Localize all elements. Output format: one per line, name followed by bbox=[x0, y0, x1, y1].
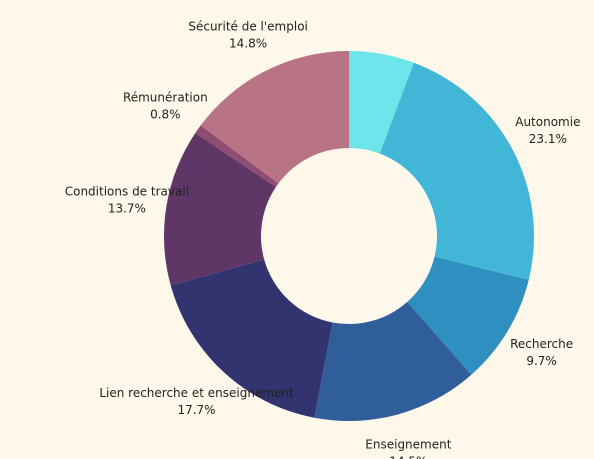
slice-label: Lien recherche et enseignement bbox=[99, 386, 294, 400]
slice bbox=[407, 256, 529, 375]
slice-label: Autonomie bbox=[515, 115, 580, 129]
slice bbox=[195, 125, 279, 187]
slice-label: Enseignement bbox=[365, 438, 451, 452]
slice-label: Rémunération bbox=[123, 91, 208, 105]
slice-value: 9.7% bbox=[526, 354, 557, 368]
slice-value: 14.8% bbox=[229, 36, 267, 50]
slice bbox=[164, 132, 276, 286]
slice-label: Sécurité de l'emploi bbox=[188, 19, 308, 33]
slice-label: Conditions de travail bbox=[65, 185, 189, 199]
slice-value: 0.8% bbox=[150, 108, 181, 122]
slice bbox=[314, 302, 472, 421]
slice-value: 13.7% bbox=[108, 202, 146, 216]
slice bbox=[379, 62, 534, 280]
slice-label: Recherche bbox=[510, 337, 573, 351]
slice-value: 14.5% bbox=[389, 455, 427, 459]
slice bbox=[200, 51, 349, 184]
slice bbox=[170, 259, 333, 418]
slice-value: 17.7% bbox=[177, 403, 215, 417]
slice bbox=[349, 51, 414, 154]
slice-value: 23.1% bbox=[529, 132, 567, 146]
